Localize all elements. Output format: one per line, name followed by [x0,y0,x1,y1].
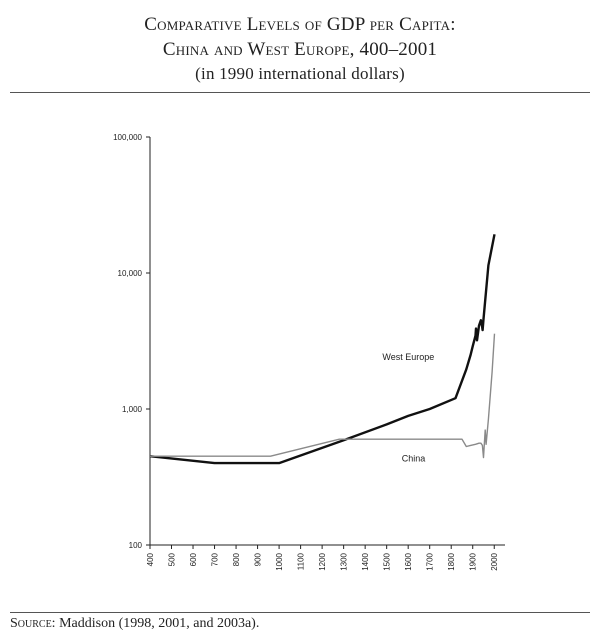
x-tick-label: 1600 [404,552,413,570]
y-tick-label: 100,000 [113,133,142,142]
series-line-west-europe [149,234,496,465]
x-axis-ticks: 400 500 600 700 800 900 1000 1100 1200 1300 1400 15… [146,545,499,571]
chart-axes [149,137,505,546]
x-tick-label: 1400 [361,552,370,570]
series-label-west-europe: West Europe [382,352,434,362]
x-tick-label: 800 [232,552,241,566]
x-tick-label: 1300 [340,552,349,570]
chart-subtitle: (in 1990 international dollars) [195,64,405,83]
x-tick-label: 1800 [447,552,456,570]
gdp-line-chart: 100 1,000 10,000 100,000 400 500 600 700 800 900… [113,133,505,571]
x-tick-label: 1000 [275,552,284,570]
x-tick-label: 1200 [318,552,327,570]
y-tick-label: 100 [129,541,143,550]
x-tick-label: 1700 [426,552,435,570]
y-tick-label: 1,000 [122,405,143,414]
chart-title-line-1: Comparative Levels of GDP per Capita: [144,14,456,35]
series-line-china [150,333,496,459]
top-divider [10,92,590,93]
x-tick-label: 1500 [383,552,392,570]
series-labels: West Europe China [382,352,434,464]
source-label: Source: [10,616,56,631]
x-tick-label: 500 [168,552,177,566]
x-tick-label: 1100 [297,552,306,570]
x-tick-label: 400 [146,552,155,566]
bottom-divider [10,612,590,613]
x-tick-label: 900 [254,552,263,566]
chart-title-line-2: China and West Europe, 400–2001 [162,39,438,60]
y-tick-label: 10,000 [118,269,143,278]
source-text: Maddison (1998, 2001, and 2003a). [59,616,260,631]
x-tick-label: 600 [189,552,198,566]
x-tick-label: 700 [211,552,220,566]
series-label-china: China [402,454,426,464]
y-axis-ticks: 100 1,000 10,000 100,000 [113,133,150,550]
x-tick-label: 2000 [490,552,499,570]
x-tick-label: 1900 [469,552,478,570]
source-note: Source: Maddison (1998, 2001, and 2003a)… [10,616,259,632]
series-lines [149,234,496,465]
